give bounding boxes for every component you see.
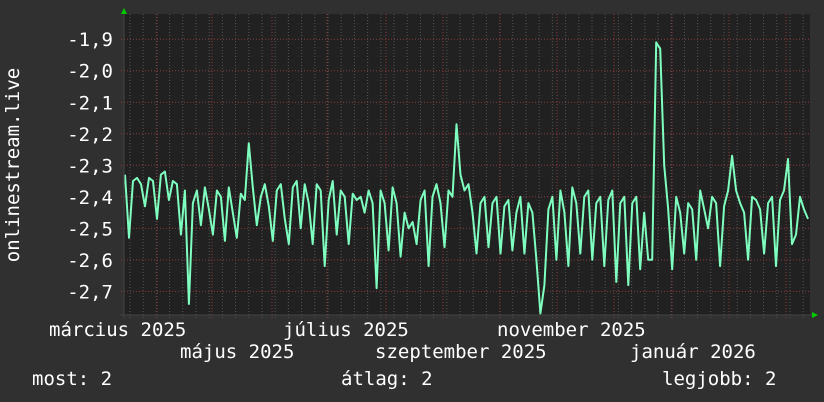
x-tick-label: március 2025 bbox=[49, 319, 186, 341]
legend-current: most: 2 bbox=[32, 368, 112, 390]
series-line bbox=[124, 41, 809, 315]
y-tick-label: -2,2 bbox=[67, 124, 113, 146]
x-axis-arrow-icon bbox=[812, 312, 818, 318]
x-tick-label: május 2025 bbox=[180, 341, 294, 363]
x-tick-label: január 2026 bbox=[630, 341, 756, 363]
y-axis-label: onlinestream.live bbox=[2, 68, 24, 262]
y-tick-label: -2,1 bbox=[67, 92, 113, 114]
x-tick-label: november 2025 bbox=[497, 319, 646, 341]
x-tick-label: július 2025 bbox=[283, 319, 409, 341]
y-tick-label: -2,6 bbox=[67, 250, 113, 272]
x-tick-label: szeptember 2025 bbox=[375, 341, 547, 363]
y-tick-label: -2,7 bbox=[67, 281, 113, 303]
y-tick-label: -2,0 bbox=[67, 61, 113, 83]
y-axis-arrow-icon bbox=[121, 8, 127, 14]
plot-area bbox=[124, 14, 810, 315]
y-tick-label: -2,3 bbox=[67, 155, 113, 177]
y-tick-label: -1,9 bbox=[67, 29, 113, 51]
legend-average: átlag: 2 bbox=[341, 368, 433, 390]
y-tick-label: -2,4 bbox=[67, 187, 113, 209]
y-tick-label: -2,5 bbox=[67, 218, 113, 240]
y-axis-ticks: -1,9 -2,0 -2,1 -2,2 -2,3 -2,4 -2,5 -2,6 -2,7 bbox=[67, 29, 113, 303]
legend-best: legjobb: 2 bbox=[662, 368, 776, 390]
